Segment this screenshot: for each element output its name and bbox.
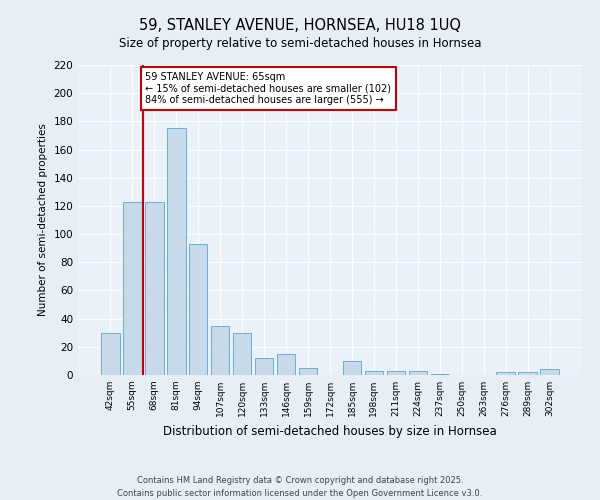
Bar bbox=[409, 371, 427, 375]
Y-axis label: Number of semi-detached properties: Number of semi-detached properties bbox=[38, 124, 48, 316]
Bar bbox=[101, 332, 119, 375]
Bar bbox=[167, 128, 185, 375]
Bar bbox=[277, 354, 295, 375]
Bar bbox=[431, 374, 449, 375]
X-axis label: Distribution of semi-detached houses by size in Hornsea: Distribution of semi-detached houses by … bbox=[163, 424, 497, 438]
Bar bbox=[145, 202, 164, 375]
Text: Size of property relative to semi-detached houses in Hornsea: Size of property relative to semi-detach… bbox=[119, 38, 481, 51]
Bar bbox=[518, 372, 537, 375]
Bar bbox=[541, 370, 559, 375]
Bar bbox=[211, 326, 229, 375]
Bar bbox=[386, 371, 405, 375]
Text: 59 STANLEY AVENUE: 65sqm
← 15% of semi-detached houses are smaller (102)
84% of : 59 STANLEY AVENUE: 65sqm ← 15% of semi-d… bbox=[145, 72, 391, 105]
Bar bbox=[255, 358, 274, 375]
Text: 59, STANLEY AVENUE, HORNSEA, HU18 1UQ: 59, STANLEY AVENUE, HORNSEA, HU18 1UQ bbox=[139, 18, 461, 32]
Bar bbox=[365, 371, 383, 375]
Bar bbox=[496, 372, 515, 375]
Bar bbox=[233, 332, 251, 375]
Bar bbox=[123, 202, 142, 375]
Bar bbox=[299, 368, 317, 375]
Bar bbox=[343, 361, 361, 375]
Text: Contains HM Land Registry data © Crown copyright and database right 2025.
Contai: Contains HM Land Registry data © Crown c… bbox=[118, 476, 482, 498]
Bar bbox=[189, 244, 208, 375]
